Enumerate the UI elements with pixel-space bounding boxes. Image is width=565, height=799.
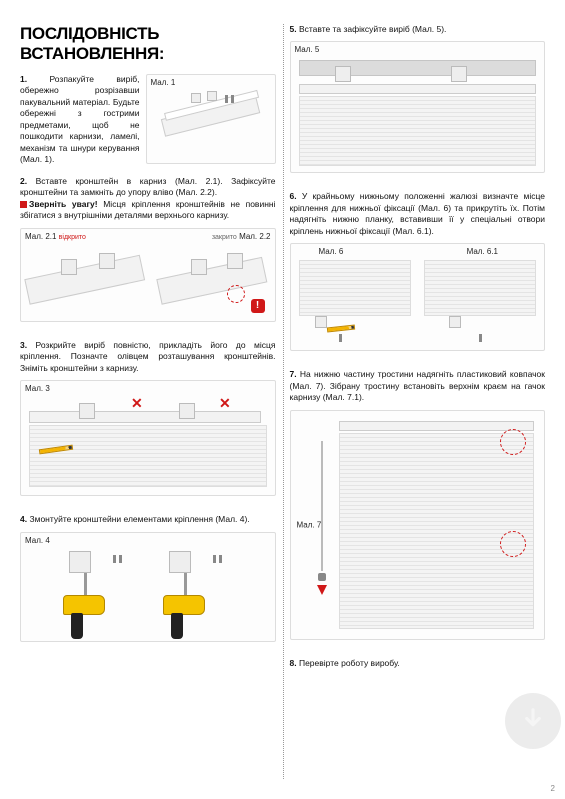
page: ПОСЛІДОВНІСТЬ ВСТАНОВЛЕННЯ: 1. Розпакуйт… — [0, 0, 565, 799]
figure-3: Мал. 3 ✕ ✕ — [20, 380, 276, 496]
page-title: ПОСЛІДОВНІСТЬ ВСТАНОВЛЕННЯ: — [20, 24, 276, 64]
watermark-icon — [505, 693, 561, 749]
step-5: 5. Вставте та зафіксуйте виріб (Мал. 5).… — [290, 24, 546, 183]
step-8: 8. Перевірте роботу виробу. — [290, 658, 546, 669]
step-7: 7. На нижню частину тростини надягніть п… — [290, 369, 546, 649]
x-mark-icon: ✕ — [219, 395, 231, 412]
figure-5: Мал. 5 — [290, 41, 546, 173]
step-6-text: 6. У крайньому нижньому положенні жалюзі… — [290, 191, 546, 237]
step-1-text: 1. Розпакуйте виріб, обережно розрізавши… — [20, 74, 140, 166]
step-6: 6. У крайньому нижньому положенні жалюзі… — [290, 191, 546, 361]
figure-1: Мал. 1 — [146, 74, 276, 164]
step-4-text: 4. Змонтуйте кронштейни елементами кріпл… — [20, 514, 276, 525]
right-column: 5. Вставте та зафіксуйте виріб (Мал. 5).… — [290, 24, 546, 785]
page-number: 2 — [551, 784, 555, 793]
step-2: 2. Вставте кронштейн в карниз (Мал. 2.1)… — [20, 176, 276, 332]
left-column: ПОСЛІДОВНІСТЬ ВСТАНОВЛЕННЯ: 1. Розпакуйт… — [20, 24, 276, 785]
warning-icon — [20, 201, 27, 208]
x-mark-icon: ✕ — [131, 395, 143, 412]
alert-badge-icon: ! — [251, 299, 265, 313]
step-1: 1. Розпакуйте виріб, обережно розрізавши… — [20, 74, 276, 166]
step-5-text: 5. Вставте та зафіксуйте виріб (Мал. 5). — [290, 24, 546, 35]
step-7-text: 7. На нижню частину тростини надягніть п… — [290, 369, 546, 403]
figure-4: Мал. 4 — [20, 532, 276, 642]
figure-2: Мал. 2.1 відкрито закрито Мал. 2.2 ! — [20, 228, 276, 322]
step-2-warning: Зверніть увагу! Місця кріплення кронштей… — [20, 199, 276, 222]
step-3-text: 3. Розкрийте виріб повністю, прикладіть … — [20, 340, 276, 374]
step-8-text: 8. Перевірте роботу виробу. — [290, 658, 546, 669]
figure-6: Мал. 6 Мал. 6.1 — [290, 243, 546, 351]
step-4: 4. Змонтуйте кронштейни елементами кріпл… — [20, 514, 276, 641]
step-3: 3. Розкрийте виріб повністю, прикладіть … — [20, 340, 276, 506]
column-divider — [283, 24, 284, 779]
figure-7: Мал. 7 Мал. 7.1 — [290, 410, 546, 640]
step-2-text: 2. Вставте кронштейн в карниз (Мал. 2.1)… — [20, 176, 276, 199]
